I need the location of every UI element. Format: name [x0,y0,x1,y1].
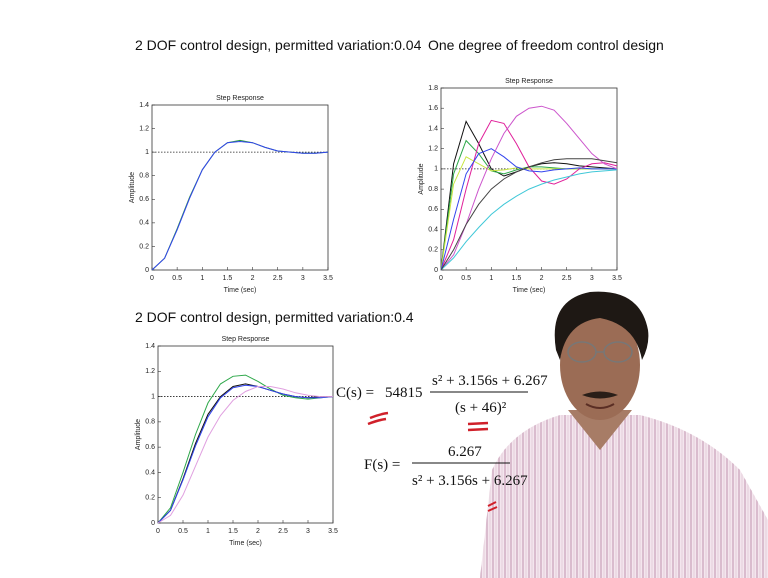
x-axis-label: Time (sec) [224,287,257,294]
equation-numerator: s² + 3.156s + 6.267 [432,373,548,389]
series-line [157,386,333,524]
x-tick-label: 2.5 [273,275,283,282]
x-axis-label: Time (sec) [513,287,546,294]
y-tick-label: 1.2 [428,146,438,153]
x-tick-label: 2.5 [278,528,288,535]
annotation-underline [367,411,389,426]
plot-area [157,345,334,524]
presenter [480,291,768,578]
y-tick-label: 0 [145,267,149,274]
x-axis-label: Time (sec) [229,540,262,547]
plot-area [440,87,618,271]
x-tick-label: 3.5 [612,275,622,282]
equation-numerator: 6.267 [448,444,482,460]
x-tick-label: 1.5 [223,275,233,282]
y-tick-label: 1.6 [428,105,438,112]
x-tick-label: 3.5 [328,528,338,535]
x-tick-label: 0 [156,528,160,535]
y-tick-label: 0 [434,267,438,274]
y-tick-label: 0.6 [139,196,149,203]
y-axis-label: Amplitude [129,172,136,203]
series-line [157,374,334,524]
x-tick-label: 1 [206,528,210,535]
x-tick-label: 2.5 [562,275,572,282]
series-line [440,158,618,271]
y-tick-label: 1 [151,393,155,400]
x-tick-label: 0.5 [172,275,182,282]
y-tick-label: 0.4 [145,469,155,476]
y-tick-label: 1.4 [139,102,149,109]
chart-title: 2 DOF control design, permitted variatio… [135,309,414,325]
series-line [440,105,618,271]
series-line [157,384,334,524]
chart-subtitle: Step Response [222,336,270,343]
y-tick-label: 0.8 [145,419,155,426]
y-tick-label: 0.4 [428,226,438,233]
chart: 2 DOF control design, permitted variatio… [135,309,414,547]
y-tick-label: 0 [151,520,155,527]
x-tick-label: 3 [590,275,594,282]
y-tick-label: 1 [434,166,438,173]
x-tick-label: 3.5 [323,275,333,282]
x-tick-label: 1.5 [228,528,238,535]
annotation-mark [487,501,498,512]
chart-subtitle: Step Response [216,95,264,102]
y-tick-label: 1 [145,149,149,156]
y-tick-label: 1.4 [145,343,155,350]
x-tick-label: 0.5 [178,528,188,535]
equation-denominator: s² + 3.156s + 6.267 [412,473,528,489]
x-tick-label: 3 [301,275,305,282]
chart: One degree of freedom control design Step… [418,37,664,294]
y-tick-label: 0.8 [139,173,149,180]
y-tick-label: 0.2 [145,495,155,502]
x-tick-label: 1 [489,275,493,282]
chart-title: 2 DOF control design, permitted variatio… [135,37,422,53]
y-tick-label: 0.2 [139,243,149,250]
x-tick-label: 0 [150,275,154,282]
plot-area [151,104,329,271]
y-axis-label: Amplitude [135,419,142,450]
equation-lhs: F(s) = [364,457,400,473]
equation-gain: 54815 [385,385,423,401]
x-tick-label: 1 [200,275,204,282]
y-tick-label: 1.4 [428,125,438,132]
x-tick-label: 2 [540,275,544,282]
y-tick-label: 1.8 [428,85,438,92]
chart-subtitle: Step Response [505,78,553,85]
x-tick-label: 1.5 [512,275,522,282]
y-tick-label: 0.2 [428,247,438,254]
equation-lhs: C(s) = [336,385,374,401]
x-tick-label: 2 [251,275,255,282]
y-tick-label: 0.8 [428,186,438,193]
series-line [440,169,618,271]
y-axis-label: Amplitude [418,163,425,194]
x-tick-label: 0 [439,275,443,282]
y-tick-label: 1.2 [139,125,149,132]
x-tick-label: 0.5 [461,275,471,282]
y-tick-label: 0.6 [428,206,438,213]
x-tick-label: 2 [256,528,260,535]
annotation-underline [467,421,489,432]
series-line [440,148,617,271]
x-tick-label: 3 [306,528,310,535]
y-tick-label: 0.6 [145,444,155,451]
y-tick-label: 1.2 [145,368,155,375]
y-tick-label: 0.4 [139,220,149,227]
equations: C(s) = 54815 s² + 3.156s + 6.267 (s + 46… [336,373,548,512]
chart-title: One degree of freedom control design [428,37,664,53]
chart: 2 DOF control design, permitted variatio… [129,37,422,294]
series-line [151,140,329,271]
equation-denominator: (s + 46)² [455,400,507,416]
